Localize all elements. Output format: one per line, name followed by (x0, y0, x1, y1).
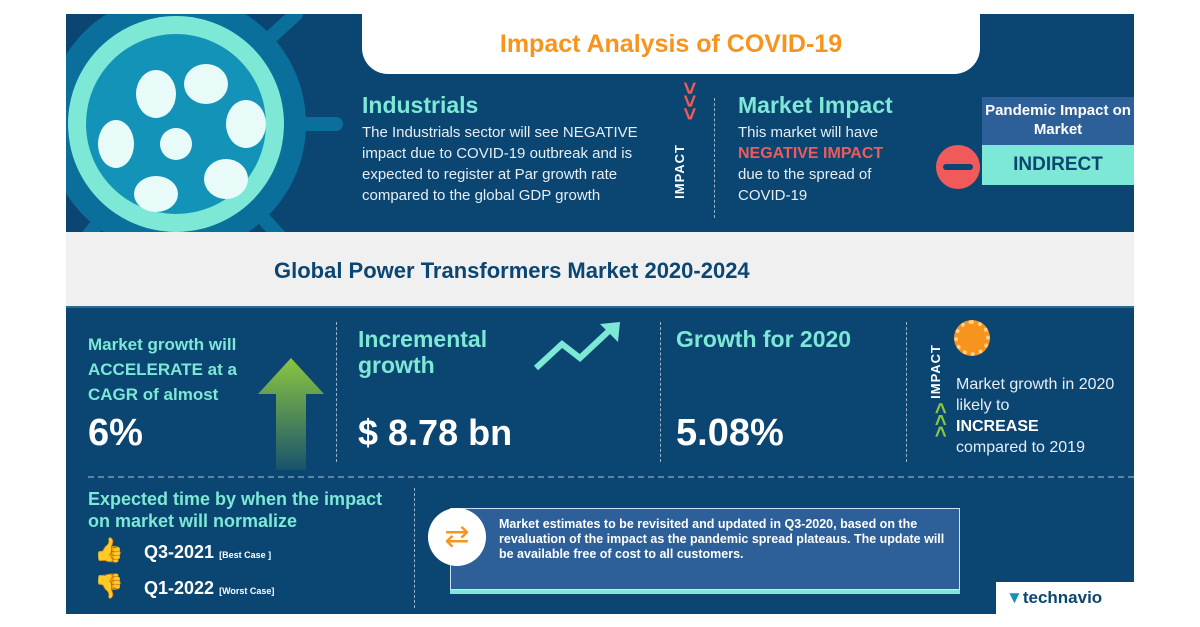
market-impact-highlight: NEGATIVE IMPACT (738, 145, 884, 162)
market-impact-line1: This market will have (738, 124, 879, 141)
best-case-tag: [Best Case ] (219, 550, 272, 560)
arrow-up-icon (258, 358, 324, 470)
pandemic-impact-value: INDIRECT (982, 145, 1134, 185)
incremental-title: Incremental growth (358, 326, 488, 378)
impact-label: IMPACT (672, 144, 687, 199)
divider (714, 98, 715, 218)
update-note: Market estimates to be revisited and upd… (450, 508, 960, 590)
yoy-line1: Market growth in 2020 likely to (956, 376, 1115, 414)
minus-icon (936, 145, 980, 189)
divider (88, 476, 1134, 478)
industrials-title: Industrials (362, 92, 479, 118)
pandemic-impact-title: Pandemic Impact on Market (982, 97, 1134, 145)
yoy-line2: compared to 2019 (956, 439, 1085, 456)
infographic: Impact Analysis of COVID-19 Industrials … (66, 14, 1134, 614)
refresh-icon: ⇄ (428, 508, 486, 566)
growth-2020-value: 5.08% (676, 412, 784, 454)
thumbs-up-icon: 👍 (94, 537, 124, 564)
title-band: Global Power Transformers Market 2020-20… (66, 232, 1134, 308)
industrials-text: The Industrials sector will see NEGATIVE… (362, 124, 638, 204)
best-case-date: Q3-2021 (144, 542, 215, 562)
technavio-logo: ▼technavio (996, 582, 1134, 614)
worst-case-tag: [Worst Case] (219, 586, 275, 596)
cagr-value: 6% (88, 412, 143, 454)
impact-label-2: IMPACT (928, 344, 943, 399)
yoy-highlight: INCREASE (956, 418, 1039, 435)
brand-name: technavio (1022, 588, 1103, 607)
market-impact-line2: due to the spread of COVID-19 (738, 166, 872, 204)
incremental-value: $ 8.78 bn (358, 412, 513, 453)
divider (660, 322, 661, 462)
virus-icon (66, 14, 343, 291)
market-title: Global Power Transformers Market 2020-20… (274, 258, 750, 283)
divider (414, 488, 415, 608)
divider (906, 322, 907, 462)
divider (336, 322, 337, 462)
worst-case-date: Q1-2022 (144, 578, 215, 598)
growth-2020-title: Growth for 2020 (676, 326, 852, 352)
thumbs-down-icon: 👎 (94, 573, 124, 600)
chevrons-up-icon: >>> (930, 402, 953, 438)
chevrons-down-icon: >>> (677, 81, 703, 121)
header-title: Impact Analysis of COVID-19 (362, 14, 980, 74)
normalize-title: Expected time by when the impact on mark… (88, 489, 383, 531)
trend-up-icon (533, 322, 620, 371)
market-impact-title: Market Impact (738, 92, 893, 118)
growth-text: Market growth will ACCELERATE at a CAGR … (88, 335, 237, 404)
sun-icon (954, 320, 990, 356)
note-underline (450, 508, 960, 594)
